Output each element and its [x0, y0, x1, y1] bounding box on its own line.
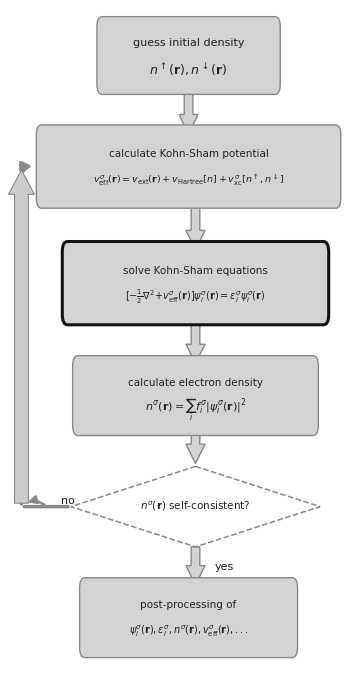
Polygon shape [186, 198, 205, 250]
Polygon shape [179, 84, 198, 134]
FancyBboxPatch shape [73, 356, 318, 436]
Polygon shape [186, 315, 205, 364]
Text: calculate Kohn-Sham potential: calculate Kohn-Sham potential [109, 149, 268, 159]
Text: solve Kohn-Sham equations: solve Kohn-Sham equations [123, 266, 268, 276]
FancyBboxPatch shape [80, 577, 298, 658]
Text: post-processing of: post-processing of [140, 600, 237, 610]
Polygon shape [71, 466, 320, 547]
Text: no: no [61, 496, 74, 506]
Text: $[-\frac{1}{2}\nabla^2\!+\!v_{\mathrm{eff}}^{\sigma}(\mathbf{r})]\psi_i^{\sigma}: $[-\frac{1}{2}\nabla^2\!+\!v_{\mathrm{ef… [125, 288, 266, 306]
Text: $n^{\sigma}(\mathbf{r}) = \sum_i f_i^{\sigma} |\psi_i^{\sigma}(\mathbf{r})|^2$: $n^{\sigma}(\mathbf{r}) = \sum_i f_i^{\s… [145, 396, 246, 423]
Text: $v_{\mathrm{eff}}^{\sigma}(\mathbf{r}) = v_{\mathrm{ext}}(\mathbf{r}) + v_{\math: $v_{\mathrm{eff}}^{\sigma}(\mathbf{r}) =… [93, 173, 284, 188]
Polygon shape [8, 170, 34, 503]
FancyBboxPatch shape [97, 17, 280, 94]
Text: $\psi_i^{\sigma}(\mathbf{r}), \varepsilon_i^{\sigma}, n^{\sigma}(\mathbf{r}), v_: $\psi_i^{\sigma}(\mathbf{r}), \varepsilo… [129, 624, 248, 639]
Polygon shape [186, 425, 205, 464]
Text: guess initial density: guess initial density [133, 38, 244, 48]
FancyBboxPatch shape [36, 125, 341, 208]
Text: yes: yes [215, 562, 234, 572]
Text: calculate electron density: calculate electron density [128, 378, 263, 388]
Polygon shape [186, 547, 205, 585]
FancyBboxPatch shape [62, 242, 329, 325]
Text: $n^{\uparrow}(\mathbf{r}), n^{\downarrow}(\mathbf{r})$: $n^{\uparrow}(\mathbf{r}), n^{\downarrow… [149, 61, 228, 78]
Text: $n^{\sigma}(\mathbf{r})$ self-consistent?: $n^{\sigma}(\mathbf{r})$ self-consistent… [140, 500, 251, 514]
